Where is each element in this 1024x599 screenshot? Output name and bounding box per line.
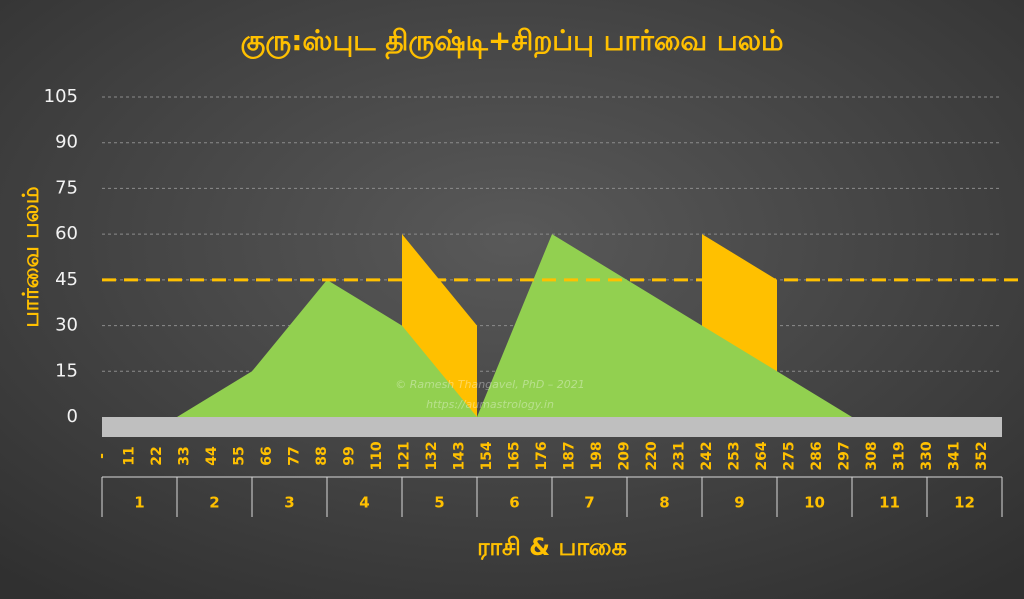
x-tick-label: 88 xyxy=(314,446,330,465)
sign-label: 11 xyxy=(879,494,900,512)
x-tick-label: 11 xyxy=(122,446,138,465)
sign-label: 4 xyxy=(359,494,369,512)
watermark: https://aumastrology.in xyxy=(426,398,554,411)
sign-label: 10 xyxy=(804,494,825,512)
y-tick-label: 75 xyxy=(55,177,78,198)
x-tick-label: 319 xyxy=(892,441,908,470)
y-axis-label: பார்வை பலம் xyxy=(19,186,44,327)
y-tick-label: 30 xyxy=(55,315,78,336)
chart-title: குரு:ஸ்புட திருஷ்டி+சிறப்பு பார்வை பலம் xyxy=(241,24,784,60)
x-tick-label: 99 xyxy=(342,446,358,465)
x-tick-label: 176 xyxy=(534,441,550,470)
x-tick-label: 242 xyxy=(699,441,715,470)
sign-label: 8 xyxy=(659,494,669,512)
x-tick-label: 22 xyxy=(149,446,165,465)
y-tick-label: 60 xyxy=(55,223,78,244)
x-tick-label: 286 xyxy=(809,441,825,470)
sign-label: 6 xyxy=(509,494,519,512)
y-tick-label: 45 xyxy=(55,269,78,290)
y-tick-label: 0 xyxy=(67,406,78,427)
sign-label: 1 xyxy=(134,494,144,512)
x-tick-label: 308 xyxy=(864,441,880,470)
sign-label: 5 xyxy=(434,494,444,512)
x-tick-label: 297 xyxy=(837,441,853,470)
x-tick-label: 66 xyxy=(259,446,275,465)
x-tick-label: 275 xyxy=(782,441,798,470)
x-tick-label: 44 xyxy=(204,446,220,466)
x-tick-label: 33 xyxy=(177,446,193,465)
y-tick-label: 90 xyxy=(55,132,78,153)
sign-label: 7 xyxy=(584,494,594,512)
x-tick-label: 143 xyxy=(452,441,468,470)
x-tick-label: 132 xyxy=(424,441,440,470)
x-tick-label: 341 xyxy=(947,441,963,470)
area xyxy=(177,234,852,417)
x-tick-label: 55 xyxy=(232,446,248,465)
sign-label: 9 xyxy=(734,494,744,512)
x-tick-label: 330 xyxy=(919,441,935,470)
y-tick-label: 15 xyxy=(55,360,78,381)
watermark: © Ramesh Thangavel, PhD – 2021 xyxy=(395,378,585,391)
x-tick-label: 253 xyxy=(727,441,743,470)
x-tick-label: 187 xyxy=(562,441,578,470)
sign-label: 2 xyxy=(209,494,219,512)
sign-label: 3 xyxy=(284,494,294,512)
x-tick-label: 121 xyxy=(397,441,413,470)
x-axis-label: ராசி & பாகை xyxy=(477,533,627,561)
x-tick-label: 209 xyxy=(617,441,633,470)
x-tick-label: - xyxy=(94,453,110,459)
x-tick-label: 264 xyxy=(754,441,770,470)
x-tick-label: 198 xyxy=(589,441,605,470)
x-tick-label: 220 xyxy=(644,441,660,470)
x-tick-label: 352 xyxy=(974,441,990,470)
x-tick-label: 165 xyxy=(507,441,523,470)
y-tick-label: 105 xyxy=(44,86,78,107)
x-tick-label: 77 xyxy=(287,446,303,465)
axis-band xyxy=(102,417,1002,437)
sign-label: 12 xyxy=(954,494,975,512)
x-tick-label: 110 xyxy=(369,441,385,470)
x-tick-label: 231 xyxy=(672,441,688,470)
x-tick-label: 154 xyxy=(479,441,495,470)
